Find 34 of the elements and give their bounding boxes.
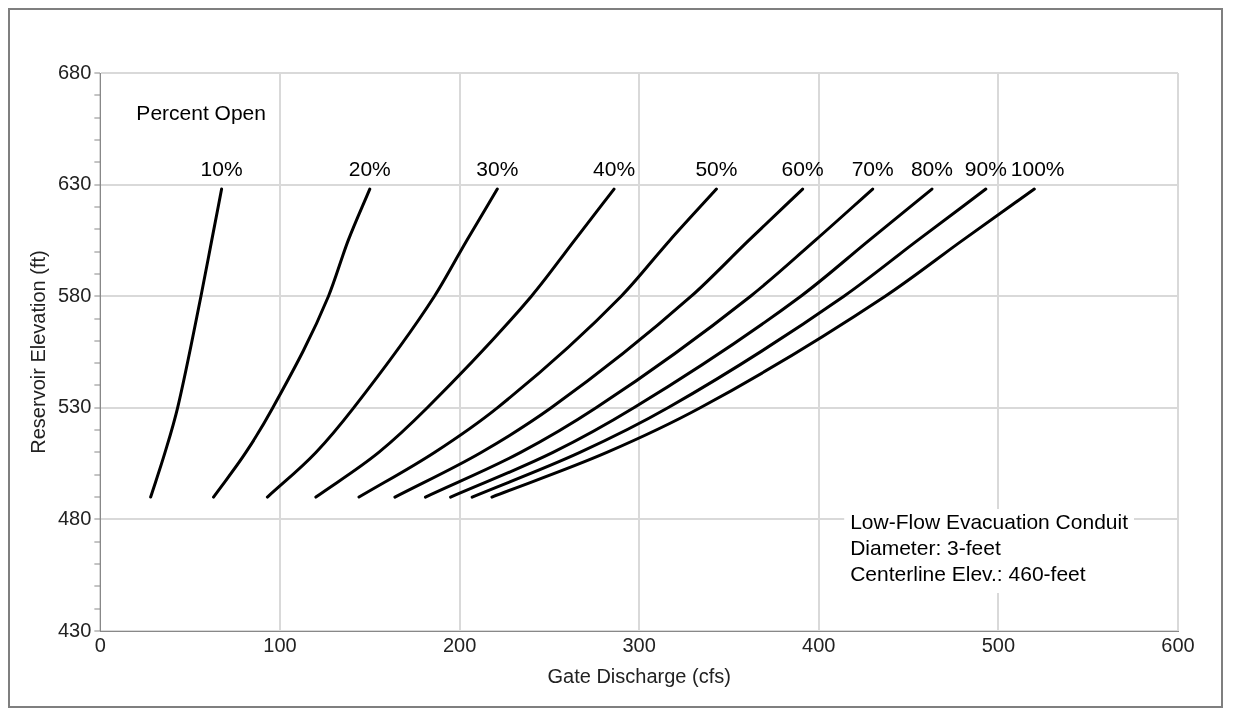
x-tick-label: 200 [442, 633, 477, 656]
y-tick-label: 580 [57, 283, 92, 306]
series-label: 70% [851, 157, 894, 181]
line-series [212, 187, 372, 499]
series-label: 40% [593, 157, 636, 181]
x-tick-label: 100 [263, 633, 297, 656]
x-tick-label: 0 [94, 633, 106, 656]
series-label: 80% [910, 157, 953, 181]
series-label: 30% [476, 157, 519, 181]
y-tick-label: 630 [57, 172, 92, 195]
x-axis-title: Gate Discharge (cfs) [547, 664, 731, 687]
series-label: 100% [1010, 157, 1065, 181]
x-tick-label: 300 [622, 633, 656, 656]
x-tick-label: 600 [1161, 633, 1195, 656]
y-axis-title: Reservoir Elevation (ft) [26, 250, 49, 454]
y-tick-label: 480 [57, 506, 92, 529]
line-series [314, 187, 616, 499]
series-label: 10% [200, 157, 243, 181]
line-series [357, 187, 718, 499]
legend-title: Percent Open [136, 101, 266, 125]
series-label: 60% [781, 157, 824, 181]
x-tick-label: 500 [981, 633, 1016, 656]
y-tick-label: 680 [57, 60, 92, 83]
series-label: 50% [695, 157, 738, 181]
line-series [149, 187, 224, 499]
series-label: 20% [348, 157, 391, 181]
line-series [265, 187, 499, 499]
line-series [423, 187, 875, 499]
y-tick-label: 430 [57, 618, 92, 641]
x-tick-label: 400 [802, 633, 836, 656]
y-tick-label: 530 [57, 395, 92, 418]
series-label: 90% [964, 157, 1007, 181]
line-series [393, 187, 805, 499]
annotation: Low-Flow Evacuation Conduit Diameter: 3-feet Centerline Elev.: 460-feet [850, 510, 1129, 586]
